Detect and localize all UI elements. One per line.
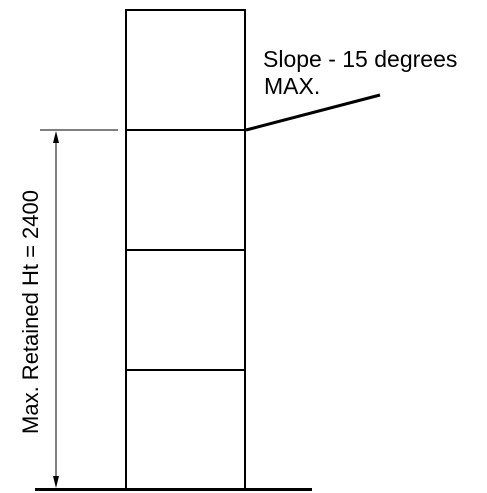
backfill-slope-line bbox=[245, 93, 381, 132]
dimension-arrow-bottom bbox=[53, 476, 59, 488]
height-dimension-label: Max. Retained Ht = 2400 bbox=[18, 190, 43, 434]
dimension-arrow-top bbox=[53, 131, 59, 143]
slope-label-line1: Slope - 15 degrees bbox=[263, 46, 457, 72]
slope-label-line2: MAX. bbox=[264, 73, 320, 99]
